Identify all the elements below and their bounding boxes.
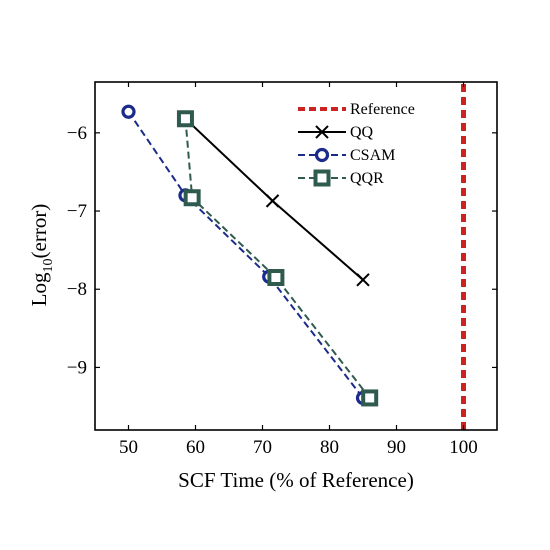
legend-marker <box>314 147 330 163</box>
x-axis-label: SCF Time (% of Reference) <box>178 468 414 492</box>
data-point <box>361 389 379 407</box>
data-point <box>176 110 194 128</box>
legend-label: CSAM <box>350 147 395 164</box>
series-qqr <box>176 110 379 407</box>
y-tick-label: −8 <box>67 279 87 300</box>
y-tick-label: −7 <box>67 201 87 222</box>
data-point <box>183 189 201 207</box>
y-tick-label: −9 <box>67 357 87 378</box>
marker-stroke <box>315 125 329 139</box>
data-point <box>121 104 136 119</box>
legend-marker <box>315 125 329 139</box>
legend-marker <box>313 169 331 187</box>
axes: 50 60 70 80 90 100 −6 −7 −8 −9 <box>67 81 498 458</box>
series-line <box>184 118 371 399</box>
legend-entry-qq: QQ <box>298 124 374 141</box>
y-tick-label: −6 <box>67 123 87 144</box>
legend-entry-qqr: QQR <box>298 169 384 187</box>
legend-entry-csam: CSAM <box>298 147 395 164</box>
series-csam <box>121 104 371 406</box>
x-tick-label: 60 <box>186 437 205 458</box>
legend-entry-reference: Reference <box>298 101 415 118</box>
x-tick-label: 90 <box>387 437 406 458</box>
x-tick-label: 70 <box>253 437 272 458</box>
marker-stroke <box>265 194 280 208</box>
legend-label: QQ <box>350 124 374 141</box>
x-tick-label: 100 <box>449 437 478 458</box>
legend: Reference QQ CSAM QQR <box>298 101 415 187</box>
data-point <box>356 273 370 287</box>
data-point <box>267 269 285 287</box>
x-tick-label: 50 <box>119 437 138 458</box>
legend-label: QQR <box>350 170 384 187</box>
x-tick-label: 80 <box>320 437 339 458</box>
data-point <box>265 194 280 208</box>
series-line <box>127 111 364 399</box>
series-layer <box>121 82 466 430</box>
y-axis-label: Log10(error) <box>27 204 56 307</box>
legend-label: Reference <box>350 101 415 118</box>
axes-frame <box>94 81 498 431</box>
series-qq <box>178 112 370 287</box>
marker-stroke <box>356 273 370 287</box>
